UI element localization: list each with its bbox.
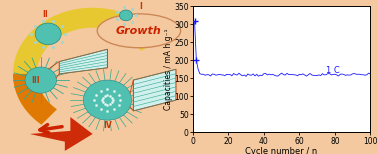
Polygon shape (133, 69, 176, 111)
X-axis label: Cycle number / n: Cycle number / n (245, 147, 318, 154)
Polygon shape (29, 117, 93, 151)
Circle shape (25, 67, 56, 93)
Y-axis label: Capacities / mA h g⁻¹: Capacities / mA h g⁻¹ (164, 28, 173, 110)
Text: II: II (43, 10, 48, 19)
Circle shape (35, 23, 61, 45)
Text: Growth: Growth (116, 26, 162, 36)
Polygon shape (13, 8, 161, 125)
Polygon shape (59, 49, 107, 74)
Text: III: III (31, 76, 40, 85)
Circle shape (83, 80, 132, 120)
Ellipse shape (97, 14, 181, 48)
Text: 1 C: 1 C (326, 66, 340, 75)
Text: I: I (139, 2, 142, 11)
Polygon shape (13, 74, 57, 125)
Text: IV: IV (104, 121, 113, 130)
Circle shape (119, 10, 132, 21)
